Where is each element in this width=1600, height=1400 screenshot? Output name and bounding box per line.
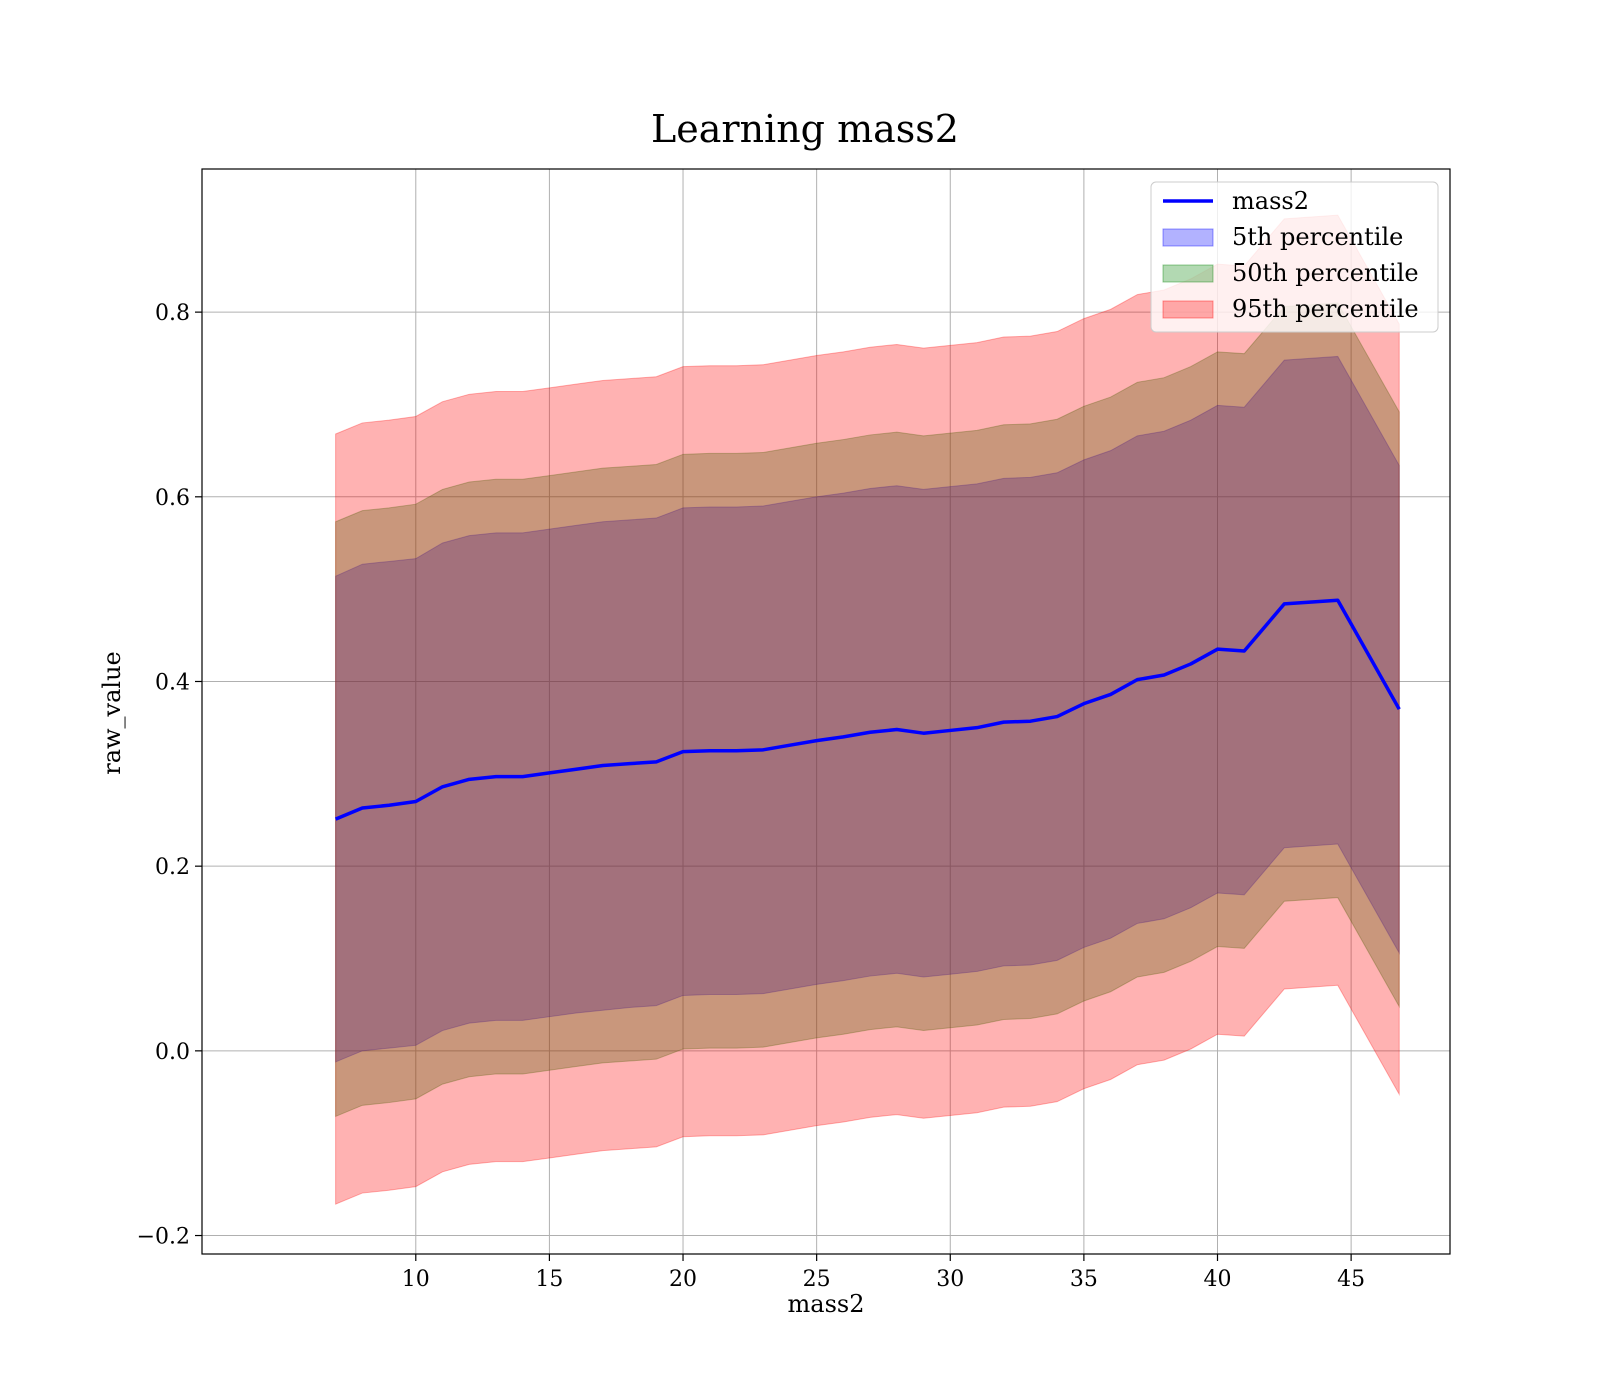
grid-lines bbox=[202, 169, 1450, 1254]
legend: mass2 5th percentile 50th percentile 95th p… bbox=[1150, 181, 1439, 333]
x-tick-label-6: 40 bbox=[1204, 1267, 1232, 1292]
legend-swatch-95th-percentile bbox=[1162, 300, 1214, 319]
legend-label-mass2: mass2 bbox=[1232, 187, 1309, 215]
legend-label-5th-percentile: 5th percentile bbox=[1232, 223, 1403, 251]
band-95th-percentile bbox=[335, 214, 1400, 1205]
y-axis-label: raw_value bbox=[98, 651, 126, 775]
legend-swatch-50th-percentile bbox=[1162, 264, 1214, 283]
y-tick-label-2: 0.2 bbox=[155, 855, 190, 880]
legend-items: mass2 5th percentile 50th percentile 95th p… bbox=[1162, 187, 1419, 323]
percentile-bands bbox=[335, 214, 1400, 1205]
legend-label-50th-percentile: 50th percentile bbox=[1232, 259, 1419, 287]
legend-box bbox=[1150, 181, 1439, 333]
x-tick-label-2: 20 bbox=[669, 1267, 697, 1292]
plot-frame bbox=[201, 168, 1451, 1255]
x-tick-label-0: 10 bbox=[402, 1267, 430, 1292]
data-lines bbox=[334, 598, 1401, 821]
legend-swatch-5th-percentile bbox=[1162, 228, 1214, 247]
x-tick-label-5: 35 bbox=[1070, 1267, 1098, 1292]
y-axis-ticks: −0.2 0.0 0.2 0.4 0.6 0.8 bbox=[137, 301, 202, 1250]
x-tick-label-1: 15 bbox=[535, 1267, 563, 1292]
chart-title: Learning mass2 bbox=[651, 107, 959, 151]
y-tick-label-0: −0.2 bbox=[137, 1225, 190, 1250]
x-axis-ticks: 10 15 20 25 30 35 40 45 bbox=[402, 1254, 1365, 1292]
line-mass2 bbox=[334, 598, 1401, 821]
legend-label-95th-percentile: 95th percentile bbox=[1232, 295, 1419, 323]
y-tick-label-3: 0.4 bbox=[155, 670, 190, 695]
x-tick-label-3: 25 bbox=[803, 1267, 831, 1292]
y-tick-label-5: 0.8 bbox=[155, 301, 190, 326]
x-tick-label-7: 45 bbox=[1337, 1267, 1365, 1292]
y-tick-label-4: 0.6 bbox=[155, 486, 190, 511]
band-50th-percentile bbox=[335, 302, 1400, 1118]
y-tick-label-1: 0.0 bbox=[155, 1040, 190, 1065]
x-tick-label-4: 30 bbox=[936, 1267, 964, 1292]
x-axis-label: mass2 bbox=[788, 1290, 865, 1318]
band-5th-percentile bbox=[335, 355, 1400, 1063]
